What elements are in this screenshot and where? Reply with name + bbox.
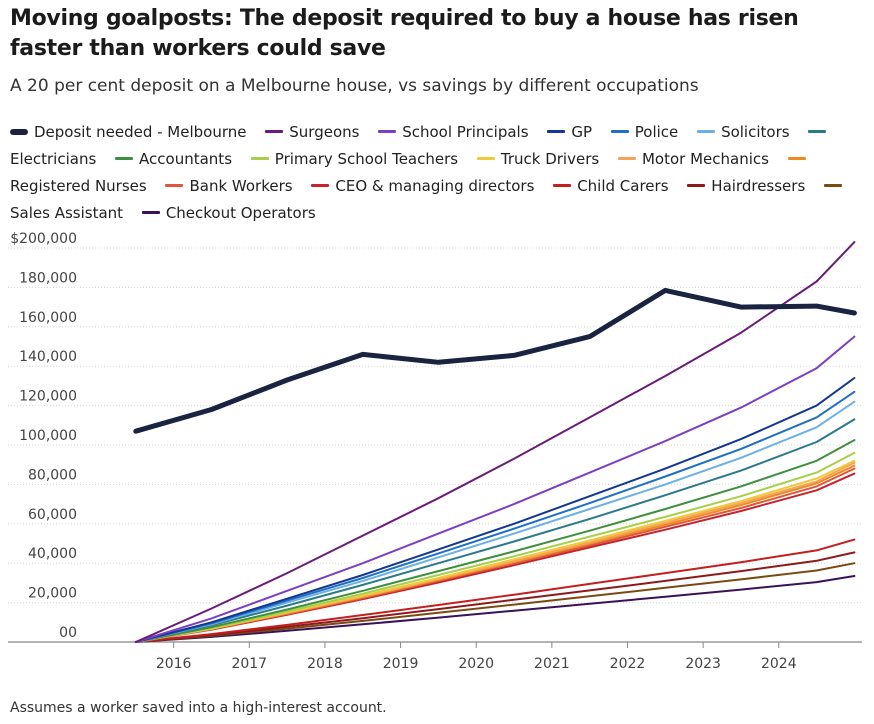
legend-item: Sales Assistant: [10, 177, 848, 222]
legend-swatch: [610, 130, 629, 133]
x-tick-label: 2023: [685, 656, 721, 672]
legend-item: CEO & managing directors: [311, 177, 534, 195]
y-tick-label: 20,000: [28, 586, 77, 602]
legend-item: Registered Nurses: [10, 150, 812, 195]
series-line: [134, 335, 856, 643]
y-axis-ticks: 00 20,000 40,000 60,000 80,000 100,000 120,000…: [10, 231, 77, 641]
legend-item: Truck Drivers: [476, 150, 600, 168]
legend-label: Motor Mechanics: [641, 150, 769, 168]
legend-item: GP: [547, 123, 592, 141]
legend-swatch: [10, 128, 28, 135]
chart-title: Moving goalposts: The deposit required t…: [10, 6, 799, 61]
y-tick-label: 120,000: [19, 389, 77, 405]
legend-swatch: [687, 184, 706, 187]
legend-swatch: [311, 184, 330, 187]
legend-item: Primary School Teachers: [250, 150, 459, 168]
legend-label: Electricians: [10, 150, 97, 168]
legend-label: Child Carers: [577, 177, 669, 195]
x-tick-label: 2017: [231, 656, 267, 672]
legend-swatch: [378, 130, 397, 133]
legend-label: Hairdressers: [711, 177, 806, 195]
legend-swatch: [697, 130, 716, 133]
y-tick-label: 60,000: [28, 507, 77, 523]
x-tick-label: 2024: [761, 656, 797, 672]
legend-label: Deposit needed - Melbourne: [34, 123, 247, 141]
legend-label: School Principals: [402, 123, 529, 141]
x-tick-label: 2016: [156, 656, 192, 672]
line-chart: 00 20,000 40,000 60,000 80,000 100,000 120,000…: [8, 231, 862, 672]
series-line: [134, 451, 856, 643]
legend-label: Primary School Teachers: [274, 150, 459, 168]
legend-swatch: [824, 184, 843, 187]
legend-label: GP: [571, 123, 592, 141]
legend-swatch: [476, 157, 495, 160]
legend-label: Accountants: [139, 150, 233, 168]
legend-item: Hairdressers: [687, 177, 805, 195]
legend-label: Registered Nurses: [10, 177, 147, 195]
legend-item: Electricians: [10, 123, 832, 168]
legend-label: Truck Drivers: [500, 150, 600, 168]
x-tick-label: 2020: [458, 656, 494, 672]
legend-item: Motor Mechanics: [617, 150, 769, 168]
series-lines: [133, 241, 857, 643]
legend-item: School Principals: [378, 123, 529, 141]
legend-swatch: [787, 157, 806, 160]
legend-item: Checkout Operators: [141, 204, 316, 222]
legend-label: Sales Assistant: [10, 204, 124, 222]
series-line: [134, 390, 856, 643]
series-line: [134, 418, 856, 643]
x-tick-label: 2019: [383, 656, 419, 672]
legend-item: Bank Workers: [165, 177, 293, 195]
series-line: [134, 241, 856, 643]
y-tick-label: 80,000: [28, 467, 77, 483]
legend-label: Bank Workers: [189, 177, 293, 195]
series-line: [134, 575, 856, 643]
y-tick-label: 100,000: [19, 428, 77, 444]
y-tick-label: 160,000: [19, 310, 77, 326]
y-tick-label: 140,000: [19, 349, 77, 365]
series-line: [134, 439, 856, 643]
legend-label: CEO & managing directors: [335, 177, 535, 195]
legend-label: Surgeons: [289, 123, 360, 141]
legend-swatch: [115, 157, 134, 160]
series-line: [134, 538, 856, 643]
y-tick-label: 40,000: [28, 546, 77, 562]
legend-swatch: [165, 184, 184, 187]
legend-swatch: [553, 184, 572, 187]
y-tick-label: $200,000: [10, 231, 77, 247]
legend-swatch: [265, 130, 284, 133]
x-tick-label: 2021: [534, 656, 570, 672]
legend-item: Child Carers: [553, 177, 669, 195]
series-line: [134, 551, 856, 643]
x-axis-ticks: 2016 2017 2018 2019 2020 2021 2022 2023 2024: [156, 642, 797, 672]
y-tick-label: 00: [59, 625, 77, 641]
x-tick-label: 2018: [307, 656, 343, 672]
legend-item: Police: [610, 123, 679, 141]
legend-swatch: [617, 157, 636, 160]
legend-label: Checkout Operators: [165, 204, 316, 222]
series-line: [133, 287, 857, 434]
legend-label: Solicitors: [721, 123, 790, 141]
series-line: [134, 400, 856, 643]
legend-swatch: [141, 211, 160, 214]
footnote: Assumes a worker saved into a high-inter…: [10, 700, 387, 716]
legend-item: Surgeons: [265, 123, 359, 141]
legend-item: Accountants: [115, 150, 232, 168]
legend-swatch: [808, 130, 827, 133]
series-line: [134, 562, 856, 643]
y-tick-label: 180,000: [19, 270, 77, 286]
chart-subtitle: A 20 per cent deposit on a Melbourne hou…: [10, 76, 699, 96]
legend-label: Police: [634, 123, 679, 141]
legend-swatch: [250, 157, 269, 160]
chart-legend: Deposit needed - Melbourne Surgeons Scho…: [10, 119, 870, 227]
x-tick-label: 2022: [610, 656, 646, 672]
legend-item: Deposit needed - Melbourne: [10, 123, 246, 141]
legend-item: Solicitors: [697, 123, 790, 141]
series-line: [134, 377, 856, 643]
legend-swatch: [547, 130, 566, 133]
